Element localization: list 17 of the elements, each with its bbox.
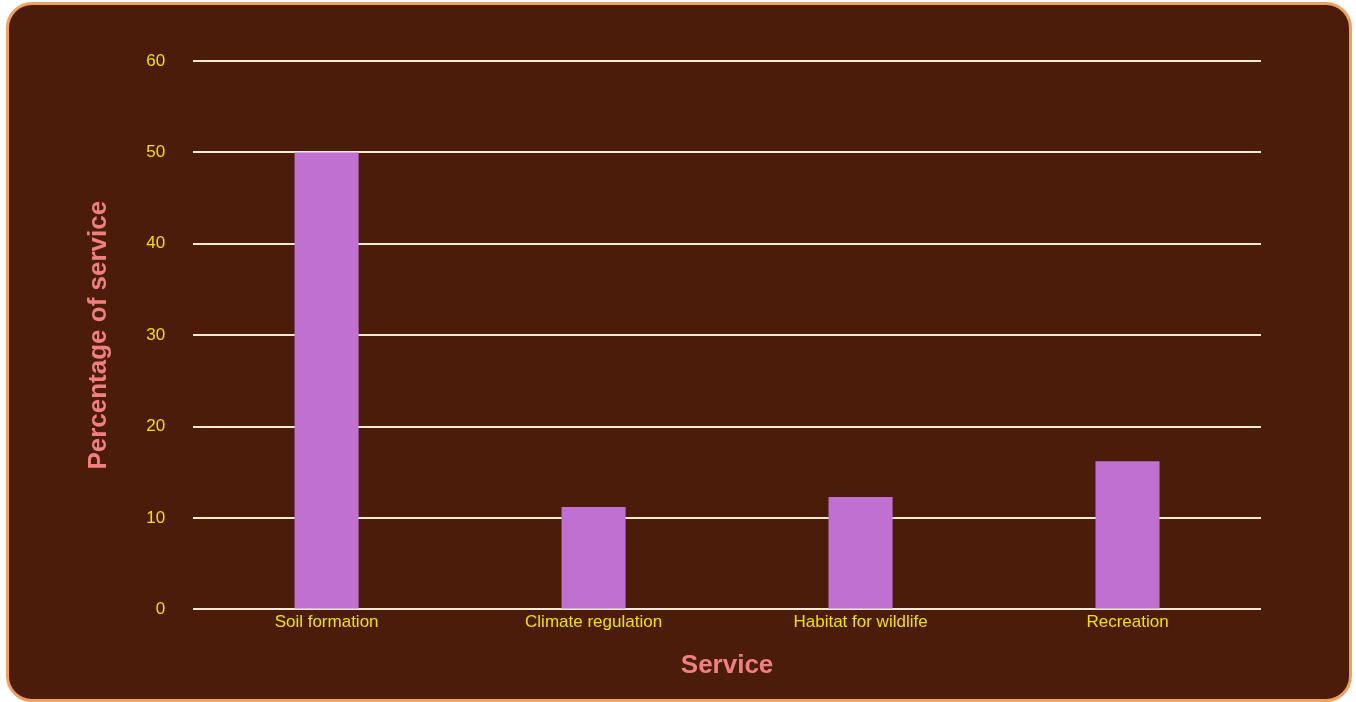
x-tick-label: Climate regulation	[525, 612, 663, 632]
bar	[294, 152, 359, 609]
y-tick-label: 20	[146, 416, 166, 436]
x-axis-title: Service	[680, 648, 774, 679]
y-axis-title: Percentage of service	[81, 200, 112, 470]
y-tick-label: 0	[155, 599, 166, 619]
x-tick-label: Soil formation	[274, 612, 379, 632]
y-tick-label: 40	[146, 233, 166, 253]
y-tick-label: 10	[146, 507, 166, 527]
bar	[1095, 461, 1160, 609]
bar	[561, 507, 626, 609]
y-tick-label: 60	[146, 50, 166, 70]
x-tick-label: Recreation	[1086, 612, 1169, 632]
y-tick-label: 50	[146, 142, 166, 162]
bar	[828, 496, 893, 609]
y-tick-label: 30	[146, 324, 166, 344]
x-tick-label: Habitat for wildlife	[793, 612, 928, 632]
